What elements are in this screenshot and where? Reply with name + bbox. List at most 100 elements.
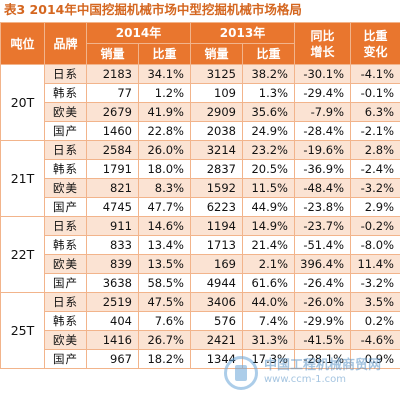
sales-2013-cell: 3214: [190, 140, 243, 160]
brand-cell: 国产: [44, 197, 87, 217]
table-body: 20T 日系 2183 34.1% 3125 38.2% -30.1% -4.1% 韩系 77 1.…: [0, 64, 400, 369]
brand-cell: 韩系: [44, 311, 87, 331]
share-2013-cell: 11.5%: [242, 178, 295, 198]
yoy-growth-cell: 396.4%: [294, 254, 351, 274]
table-row: 国产 967 18.2% 1344 17.3% -28.1% 0.9%: [1, 349, 400, 369]
sales-2014-cell: 839: [86, 254, 139, 274]
sales-2013-cell: 1194: [190, 216, 243, 236]
yoy-growth-cell: -26.0%: [294, 292, 351, 312]
sales-2014-cell: 404: [86, 311, 139, 331]
brand-cell: 国产: [44, 349, 87, 369]
share-2013-cell: 2.1%: [242, 254, 295, 274]
sales-2013-cell: 2421: [190, 330, 243, 350]
brand-cell: 国产: [44, 121, 87, 141]
yoy-growth-cell: -29.9%: [294, 311, 351, 331]
ton-cell: 20T: [0, 64, 45, 141]
market-table: 吨位 品牌 2014年 2013年 同比增长 比重变化 销量 比重 销量 比重 …: [0, 22, 400, 369]
sales-2014-cell: 911: [86, 216, 139, 236]
brand-cell: 欧美: [44, 330, 87, 350]
yoy-growth-cell: -23.8%: [294, 197, 351, 217]
sales-2013-cell: 109: [190, 83, 243, 103]
share-change-cell: -2.4%: [350, 159, 400, 179]
ton-cell: 25T: [0, 292, 45, 369]
share-change-cell: 6.3%: [350, 102, 400, 122]
share-2013-cell: 17.3%: [242, 349, 295, 369]
sales-2013-cell: 1344: [190, 349, 243, 369]
yoy-growth-cell: -19.6%: [294, 140, 351, 160]
share-2014-cell: 13.4%: [138, 235, 191, 255]
sales-2013-cell: 3125: [190, 64, 243, 84]
brand-cell: 韩系: [44, 159, 87, 179]
share-2013-cell: 31.3%: [242, 330, 295, 350]
brand-cell: 韩系: [44, 83, 87, 103]
share-change-cell: -4.1%: [350, 64, 400, 84]
header-row-2: 销量 比重 销量 比重: [1, 43, 400, 65]
sales-2014-cell: 4745: [86, 197, 139, 217]
sales-2014-cell: 2183: [86, 64, 139, 84]
share-2013-cell: 1.3%: [242, 83, 295, 103]
brand-cell: 日系: [44, 140, 87, 160]
share-2013-cell: 7.4%: [242, 311, 295, 331]
share-2014-cell: 58.5%: [138, 273, 191, 293]
share-change-cell: 0.2%: [350, 311, 400, 331]
table-row: 欧美 2679 41.9% 2909 35.6% -7.9% 6.3%: [1, 102, 400, 122]
sales-2014-cell: 3638: [86, 273, 139, 293]
sales-2014-cell: 2519: [86, 292, 139, 312]
sales-2014-cell: 1416: [86, 330, 139, 350]
share-2013-cell: 14.9%: [242, 216, 295, 236]
sales-2014-cell: 821: [86, 178, 139, 198]
share-change-cell: 0.9%: [350, 349, 400, 369]
share-change-cell: -4.6%: [350, 330, 400, 350]
share-2013-cell: 20.5%: [242, 159, 295, 179]
table-row: 国产 3638 58.5% 4944 61.6% -26.4% -3.2%: [1, 273, 400, 293]
share-2013-cell: 24.9%: [242, 121, 295, 141]
share-change-cell: 2.8%: [350, 140, 400, 160]
yoy-growth-cell: -28.1%: [294, 349, 351, 369]
yoy-growth-cell: -36.9%: [294, 159, 351, 179]
share-2014-cell: 47.5%: [138, 292, 191, 312]
share-change-cell: 11.4%: [350, 254, 400, 274]
table-row: 国产 4745 47.7% 6223 44.9% -23.8% 2.9%: [1, 197, 400, 217]
share-2014-cell: 7.6%: [138, 311, 191, 331]
share-2013-cell: 61.6%: [242, 273, 295, 293]
brand-cell: 欧美: [44, 254, 87, 274]
sales-2013-cell: 576: [190, 311, 243, 331]
brand-cell: 国产: [44, 273, 87, 293]
sales-2013-cell: 3406: [190, 292, 243, 312]
sales-2013-cell: 2909: [190, 102, 243, 122]
sales-2014-cell: 2584: [86, 140, 139, 160]
share-2013-cell: 44.0%: [242, 292, 295, 312]
share-2014-cell: 1.2%: [138, 83, 191, 103]
table-row: 欧美 1416 26.7% 2421 31.3% -41.5% -4.6%: [1, 330, 400, 350]
sales-2013-cell: 1713: [190, 235, 243, 255]
share-change-cell: -2.1%: [350, 121, 400, 141]
header-share-2014: 比重: [138, 43, 191, 65]
brand-cell: 日系: [44, 216, 87, 236]
yoy-growth-cell: -41.5%: [294, 330, 351, 350]
table-row: 韩系 833 13.4% 1713 21.4% -51.4% -8.0%: [1, 235, 400, 255]
table-row: 国产 1460 22.8% 2038 24.9% -28.4% -2.1%: [1, 121, 400, 141]
sales-2013-cell: 4944: [190, 273, 243, 293]
table-row: 20T 日系 2183 34.1% 3125 38.2% -30.1% -4.1%: [0, 64, 400, 141]
sales-2013-cell: 2837: [190, 159, 243, 179]
share-2014-cell: 8.3%: [138, 178, 191, 198]
sales-2014-cell: 1791: [86, 159, 139, 179]
yoy-growth-cell: -26.4%: [294, 273, 351, 293]
header-share-2013: 比重: [242, 43, 295, 65]
brand-cell: 欧美: [44, 102, 87, 122]
ton-cell: 21T: [0, 140, 45, 217]
sales-2013-cell: 6223: [190, 197, 243, 217]
sales-2013-cell: 1592: [190, 178, 243, 198]
header-sales-2014: 销量: [86, 43, 139, 65]
yoy-growth-cell: -23.7%: [294, 216, 351, 236]
share-change-cell: -0.1%: [350, 83, 400, 103]
sales-2013-cell: 2038: [190, 121, 243, 141]
share-2013-cell: 38.2%: [242, 64, 295, 84]
header-2013: 2013年: [190, 22, 295, 44]
table-row: 韩系 404 7.6% 576 7.4% -29.9% 0.2%: [1, 311, 400, 331]
table-row: 欧美 821 8.3% 1592 11.5% -48.4% -3.2%: [1, 178, 400, 198]
share-2013-cell: 21.4%: [242, 235, 295, 255]
sales-2014-cell: 77: [86, 83, 139, 103]
share-2013-cell: 35.6%: [242, 102, 295, 122]
ton-cell: 22T: [0, 216, 45, 293]
